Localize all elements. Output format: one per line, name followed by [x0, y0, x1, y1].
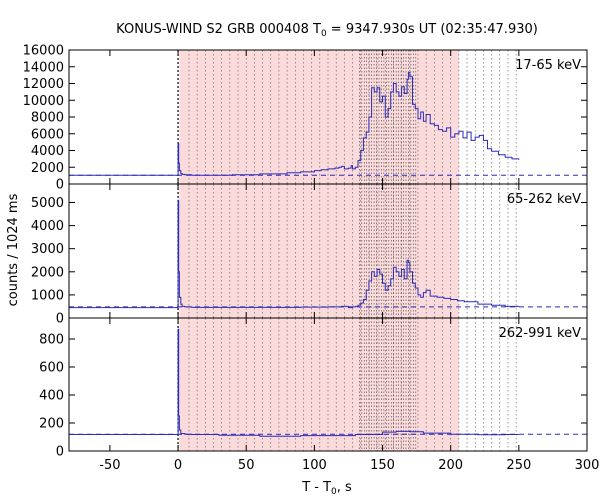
y-tick-label: 0 [56, 312, 64, 327]
x-tick-label: 200 [438, 458, 463, 473]
y-tick-label: 400 [39, 389, 64, 404]
shaded-region [179, 50, 459, 184]
y-tick-label: 0 [56, 178, 64, 193]
shaded-region [179, 184, 459, 318]
y-tick-label: 5000 [31, 196, 64, 211]
y-tick-label: 200 [39, 417, 64, 432]
y-tick-label: 2000 [31, 265, 64, 280]
panel-2: 0 1000 2000 3000 4000 5000 65-262 keV [31, 183, 588, 327]
y-tick-label: 6000 [31, 127, 64, 142]
y-tick-label: 14000 [23, 60, 64, 75]
energy-band-label: 17-65 keV [515, 58, 581, 73]
x-tick-label: 300 [575, 458, 600, 473]
x-tick-label: 50 [238, 458, 255, 473]
y-tick-label: 800 [39, 333, 64, 348]
y-tick-label: 16000 [23, 44, 64, 59]
shaded-region [179, 318, 459, 451]
y-tick-label: 12000 [23, 77, 64, 92]
x-tick-label: 150 [370, 458, 395, 473]
light-curve-trace [69, 72, 520, 176]
y-tick-label: 1000 [31, 288, 64, 303]
y-axis-label: counts / 1024 ms [6, 193, 21, 306]
light-curve-trace [69, 328, 519, 437]
y-tick-label: 4000 [31, 144, 64, 159]
panel-3: 0 200 400 600 800 262-991 keV [39, 317, 588, 460]
y-tick-label: 2000 [31, 161, 64, 176]
y-tick-label: 8000 [31, 111, 64, 126]
energy-band-label: 262-991 keV [499, 326, 582, 341]
y-tick-label: 3000 [31, 242, 64, 257]
x-tick-label: 100 [302, 458, 327, 473]
energy-band-label: 65-262 keV [507, 192, 581, 207]
y-tick-label: 0 [56, 445, 64, 460]
y-tick-label: 600 [39, 361, 64, 376]
x-tick-label: 0 [174, 458, 182, 473]
x-axis-label: T - T0, s [301, 480, 352, 497]
x-tick-label: -50 [99, 458, 120, 473]
light-curve-trace [69, 199, 520, 309]
panel-frame [68, 317, 588, 452]
y-tick-label: 10000 [23, 94, 64, 109]
y-tick-label: 4000 [31, 219, 64, 234]
chart-title: KONUS-WIND S2 GRB 000408 T0 = 9347.930s … [116, 22, 538, 39]
x-tick-label: 250 [506, 458, 531, 473]
